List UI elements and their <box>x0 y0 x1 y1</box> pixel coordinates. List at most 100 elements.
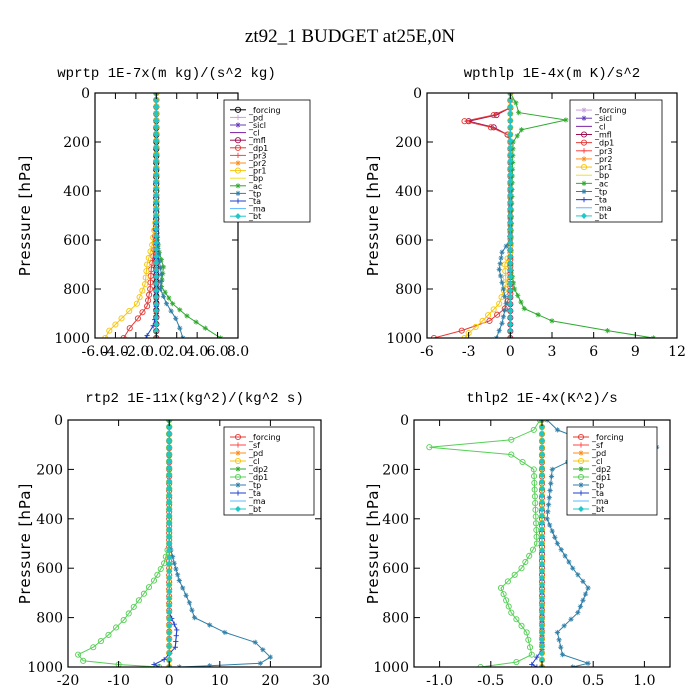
x-tick-label: 4.0 <box>186 344 208 360</box>
point-marker <box>532 520 540 527</box>
legend-marker <box>235 198 241 204</box>
point-marker <box>556 637 562 643</box>
point-marker <box>508 609 515 616</box>
point-marker <box>166 465 173 472</box>
legend-entry-forcing: _forcing <box>230 106 281 115</box>
point-marker <box>530 426 537 433</box>
legend-marker <box>234 473 242 481</box>
legend-marker <box>581 197 587 203</box>
x-tick-label: 0 <box>506 344 515 360</box>
legend-label: _mfl <box>594 131 612 140</box>
point-marker <box>80 657 87 664</box>
legend-marker <box>234 167 242 174</box>
point-marker <box>532 506 539 513</box>
point-marker <box>538 533 546 540</box>
point-marker <box>153 287 160 294</box>
legend-marker <box>577 505 585 513</box>
point-marker <box>112 321 119 328</box>
point-marker <box>518 127 525 133</box>
point-marker <box>461 118 468 125</box>
point-marker <box>538 581 546 588</box>
point-marker <box>207 622 213 628</box>
point-marker <box>503 301 509 307</box>
point-marker <box>143 267 150 275</box>
legend-label: _pr1 <box>594 163 612 172</box>
y-axis-label: Pressure [hPa] <box>364 483 382 605</box>
chart-title: thlp2 1E-4x(K^2)/s <box>466 391 617 407</box>
point-marker <box>147 279 154 286</box>
point-marker <box>558 547 564 553</box>
y-tick-label: 200 <box>382 462 409 478</box>
point-marker <box>173 566 179 572</box>
legend-entry-pr1: _pr1 <box>576 163 612 172</box>
legend-entry-ta: _ta <box>573 489 604 498</box>
point-marker <box>538 444 546 451</box>
point-marker <box>168 308 174 314</box>
point-marker <box>173 315 179 321</box>
point-marker <box>538 609 546 616</box>
legend-marker <box>235 114 241 120</box>
series-markers-dp1 <box>426 420 544 667</box>
point-marker <box>507 164 514 171</box>
y-tick-label: 200 <box>36 462 63 478</box>
point-marker <box>153 144 160 151</box>
legend-label: _cl <box>248 129 260 138</box>
legend-label: _ac <box>594 179 608 188</box>
legend-label: _dp1 <box>248 144 268 153</box>
legend-entry-sicl: _sicl <box>230 121 266 130</box>
point-marker <box>118 315 125 322</box>
legend-label: _ta <box>248 489 261 498</box>
point-marker <box>538 615 546 622</box>
legend-marker <box>580 139 588 146</box>
point-marker <box>171 621 177 627</box>
point-marker <box>554 427 560 433</box>
legend-label: _cl <box>591 457 603 466</box>
legend-marker <box>581 188 587 195</box>
point-marker <box>509 166 516 172</box>
point-marker <box>143 335 149 338</box>
point-marker <box>163 301 170 307</box>
legend-marker <box>234 213 242 220</box>
legend-marker <box>578 490 584 496</box>
point-marker <box>166 574 173 581</box>
point-marker <box>153 192 160 199</box>
legend-entry-forcing: _forcing <box>576 106 627 115</box>
legend-marker <box>235 490 241 496</box>
point-marker <box>519 458 526 466</box>
legend-entry-ma: _ma <box>230 497 266 506</box>
legend-label: _mfl <box>248 136 266 145</box>
legend-entry-ta: _ta <box>230 489 261 498</box>
legend-entry-pr2: _pr2 <box>576 155 612 164</box>
series-line-dp1 <box>429 420 541 667</box>
point-marker <box>166 567 173 574</box>
point-marker <box>510 159 516 166</box>
point-marker <box>166 506 173 513</box>
series-markers-dp1 <box>120 93 160 338</box>
legend-box <box>223 426 315 516</box>
legend-label: _dp1 <box>594 139 614 148</box>
point-marker <box>145 254 152 262</box>
point-marker <box>166 423 173 430</box>
point-marker <box>176 577 182 584</box>
point-marker <box>513 616 520 623</box>
point-marker <box>153 198 160 205</box>
point-marker <box>507 151 514 158</box>
legend-entry-cl: _cl <box>576 122 606 131</box>
point-marker <box>166 485 173 492</box>
point-marker <box>153 321 160 328</box>
x-tick-label: -20 <box>57 673 80 689</box>
point-marker <box>134 315 141 322</box>
y-tick-label: 1000 <box>27 660 63 676</box>
point-marker <box>174 627 180 633</box>
point-marker <box>528 651 535 658</box>
x-tick-label: -6 <box>420 344 434 360</box>
legend-marker <box>577 457 585 465</box>
legend: _forcing_sicl_cl_mfl_dp1_pr3_pr2_pr1_bp_… <box>569 99 663 223</box>
point-marker <box>568 616 574 622</box>
plot-frame <box>67 419 322 668</box>
legend-entry-dp1: _dp1 <box>230 473 268 482</box>
point-marker <box>166 513 173 520</box>
point-marker <box>166 533 173 540</box>
point-marker <box>570 565 576 571</box>
point-marker <box>575 610 581 616</box>
